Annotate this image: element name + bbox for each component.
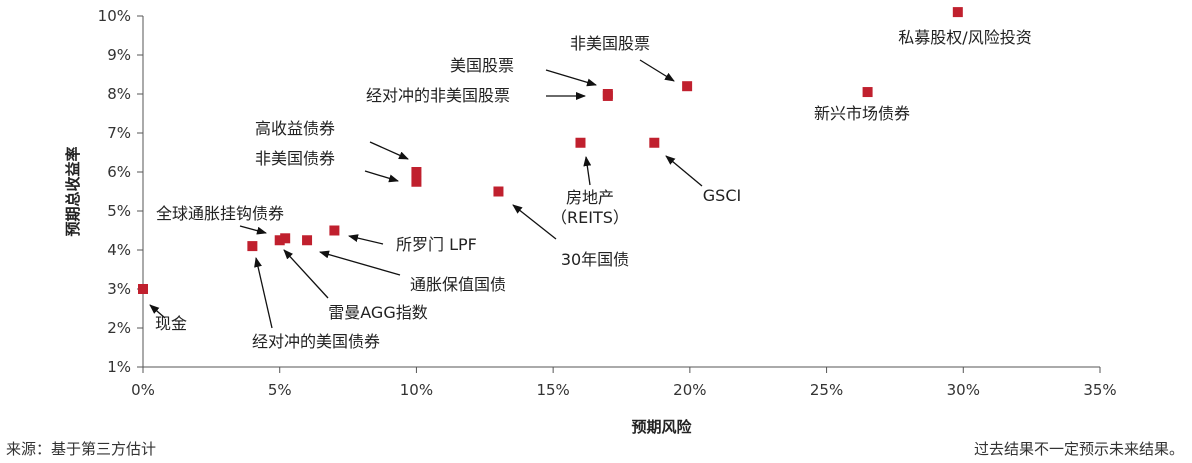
data-point-marker [952,7,963,18]
y-tick-label: 10% [98,7,131,25]
data-point-marker [682,81,693,92]
data-point-label: 经对冲的非美国股票 [366,86,510,105]
callout-arrow [512,204,557,240]
data-point-marker [411,167,422,177]
callout-arrow [319,250,401,276]
data-point-label: 全球通胀挂钩债券 [156,204,284,223]
data-point-marker [575,137,586,148]
data-point-marker [649,137,660,148]
callout-arrow [545,69,597,87]
callout-arrow [283,249,329,299]
x-tick-label: 15% [536,381,569,399]
data-point-marker [493,186,504,197]
y-tick-label: 5% [107,202,131,220]
data-point-marker [247,241,258,252]
x-axis-title: 预期风险 [631,418,692,436]
data-point-label: 雷曼AGG指数 [328,303,427,322]
x-tick-label: 35% [1083,381,1116,399]
data-point-label: 房地产（REITS） [551,188,629,227]
callout-arrow [639,59,675,82]
x-tick-label: 25% [810,381,843,399]
data-point-marker [602,90,613,101]
data-point-marker [329,225,340,236]
data-point-label: 美国股票 [450,56,514,75]
x-tick-label: 5% [268,381,292,399]
source-note: 来源：基于第三方估计 [6,440,157,458]
disclaimer-note: 过去结果不一定预示未来结果。 [973,440,1184,458]
data-point-label: 所罗门 LPF [396,235,477,254]
callout-arrow [239,225,267,235]
callout-arrow [665,155,703,187]
data-point-label: 经对冲的美国债券 [252,332,380,351]
data-point-label: 30年国债 [561,250,629,269]
y-tick-label: 9% [107,46,131,64]
data-point-label: GSCI [703,186,741,205]
callout-arrow [583,156,592,186]
y-tick-label: 6% [107,163,131,181]
data-point-label: 通胀保值国债 [410,275,506,294]
x-tick-label: 10% [400,381,433,399]
y-tick-label: 1% [107,358,131,376]
x-tick-label: 0% [131,381,155,399]
y-tick-label: 8% [107,85,131,103]
x-tick-label: 20% [673,381,706,399]
callout-arrow [369,141,409,160]
callout-arrow [348,234,384,245]
data-point-marker [138,284,148,294]
y-tick-label: 3% [107,280,131,298]
data-point-marker [862,87,873,98]
data-point-label: 新兴市场债券 [814,104,910,123]
data-point-marker [411,176,422,187]
y-tick-label: 2% [107,319,131,337]
data-point-marker [302,235,313,246]
data-point-marker [280,233,291,244]
data-point-marker [274,235,285,246]
data-point-label: 现金 [155,314,187,333]
x-tick-label: 30% [947,381,980,399]
y-tick-label: 7% [107,124,131,142]
y-tick-label: 4% [107,241,131,259]
data-point-label: 高收益债券 [255,119,335,138]
scatter-chart: 1% 2% 3% 4% 5% 6% 7% 8% 9% 10% 0% 5% 10% 15% 20% 25% 30%… [64,7,1117,436]
data-point-label: 非美国股票 [570,34,650,53]
y-axis-title: 预期总收益率 [64,146,82,236]
callout-arrow [254,257,273,329]
data-point-label: 非美国债券 [255,149,335,168]
data-point-label: 私募股权/风险投资 [898,28,1031,47]
callout-arrow [149,304,166,319]
callout-arrow [364,170,399,183]
